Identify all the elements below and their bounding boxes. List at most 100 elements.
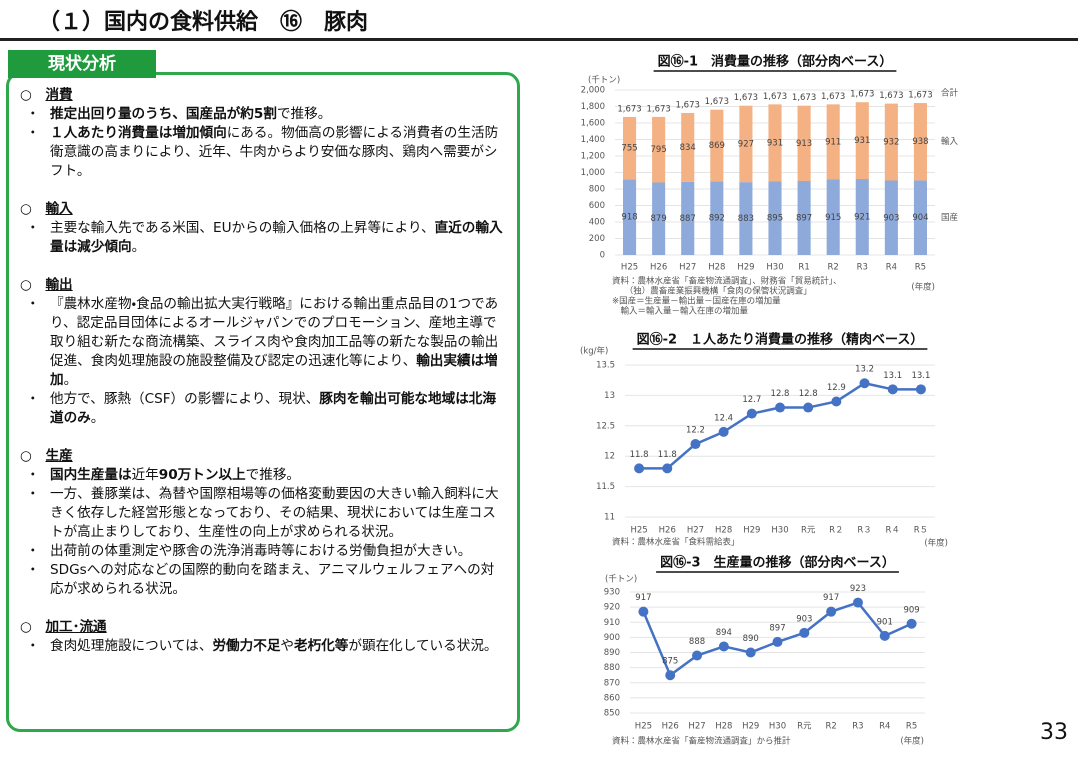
total-label: 1,673 xyxy=(734,93,758,103)
analysis-text: 消費推定出回り量のうち、国産品が約5割で推移。１人あたり消費量は増加傾向にある。… xyxy=(20,86,505,675)
data-label: 795 xyxy=(651,145,667,155)
text: 出荷前の体重測定や豚舎の洗浄消毒時等における労働負担が大きい。 xyxy=(50,543,472,559)
series-label: 合計 xyxy=(941,88,959,99)
text: で推移。 xyxy=(245,467,301,483)
total-label: 1,673 xyxy=(879,91,903,101)
y-tick-label: 930 xyxy=(604,588,620,598)
bar-segment xyxy=(797,105,811,181)
y-axis-label: (kg/年) xyxy=(580,346,608,357)
marker xyxy=(665,670,676,681)
text: 。 xyxy=(90,410,105,426)
bar-segment xyxy=(913,180,927,255)
data-label: 12.9 xyxy=(827,383,846,393)
y-tick-label: 13.5 xyxy=(596,361,615,371)
y-axis-label: (千トン) xyxy=(605,574,637,585)
marker xyxy=(803,402,814,413)
x-tick-label: R４ xyxy=(886,526,900,536)
marker xyxy=(718,641,729,652)
bar-segment xyxy=(884,180,898,255)
chart-title: 図⑯-3 生産量の推移（部分肉ベース） xyxy=(660,555,895,571)
data-label: 12.2 xyxy=(686,426,705,436)
section: 輸入主要な輸入先である米国、EUからの輸入価格の上昇等により、直近の輸入量は減少… xyxy=(20,200,505,257)
y-tick-label: 860 xyxy=(604,693,620,703)
section: 消費推定出回り量のうち、国産品が約5割で推移。１人あたり消費量は増加傾向にある。… xyxy=(20,86,505,181)
data-label: 11.8 xyxy=(658,450,677,460)
data-label: 932 xyxy=(883,138,899,148)
data-label: 13.2 xyxy=(855,365,874,375)
data-label: 12.4 xyxy=(714,413,733,423)
x-tick-label: H29 xyxy=(743,526,760,536)
x-tick-label: H26 xyxy=(650,263,667,273)
data-label: 895 xyxy=(767,214,783,224)
panel-label: 現状分析 xyxy=(8,50,156,78)
bar-segment xyxy=(681,113,695,182)
bullet-item: 出荷前の体重測定や豚舎の洗浄消毒時等における労働負担が大きい。 xyxy=(20,542,505,561)
data-label: 12.7 xyxy=(742,395,761,405)
x-tick-label: H29 xyxy=(737,263,754,273)
note: 資料：農林水産省「食料需給表」 xyxy=(612,537,740,548)
bullet-item: 食肉処理施設については、労働力不足や老朽化等が顕在化している状況。 xyxy=(20,637,505,656)
bar-segment xyxy=(739,105,753,183)
y-tick-label: 870 xyxy=(604,678,620,688)
section: 輸出『農林水産物・食品の輸出拡大実行戦略』における輸出重点品目の1つであり、認定… xyxy=(20,276,505,428)
bar-segment xyxy=(623,116,637,180)
bar-segment xyxy=(652,182,666,255)
x-tick-label: R5 xyxy=(915,263,926,273)
x-tick-label: H25 xyxy=(635,722,652,732)
bar-segment xyxy=(826,179,840,255)
data-label: 897 xyxy=(796,213,812,223)
x-tick-label: H28 xyxy=(708,263,725,273)
marker xyxy=(718,426,729,437)
marker xyxy=(745,647,756,658)
x-tick-label: R4 xyxy=(879,722,890,732)
data-label: 890 xyxy=(743,634,759,644)
x-tick-label: R5 xyxy=(906,722,917,732)
data-label: 915 xyxy=(825,213,841,223)
data-label: 931 xyxy=(854,136,870,146)
marker xyxy=(879,630,890,641)
y-tick-label: 400 xyxy=(589,218,605,228)
x-tick-label: R3 xyxy=(857,263,868,273)
marker xyxy=(662,463,673,474)
data-label: 913 xyxy=(796,139,812,149)
x-tick-label: H26 xyxy=(662,722,679,732)
x-tick-label: R4 xyxy=(886,263,897,273)
data-label: 834 xyxy=(680,143,696,153)
total-label: 1,673 xyxy=(617,104,641,114)
data-label: 938 xyxy=(912,137,928,147)
x-tick-label: H27 xyxy=(687,526,704,536)
note: 輸入＝輸入量－輸入在庫の増加量 xyxy=(612,306,749,317)
y-tick-label: 890 xyxy=(604,648,620,658)
section-heading: 輸出 xyxy=(20,276,505,295)
data-label: 894 xyxy=(716,628,732,638)
y-tick-label: 11.5 xyxy=(596,482,615,492)
marker xyxy=(887,384,898,395)
x-tick-label: R2 xyxy=(825,722,836,732)
bullet-item: 他方で、豚熱（CSF）の影響により、現状、豚肉を輸出可能な地域は北海道のみ。 xyxy=(20,390,505,428)
bold-text: 老朽化等 xyxy=(294,638,349,654)
y-axis-label: (千トン) xyxy=(588,75,620,86)
bullet-item: 推定出回り量のうち、国産品が約5割で推移。 xyxy=(20,105,505,124)
bar-segment xyxy=(710,181,724,255)
y-tick-label: 920 xyxy=(604,603,620,613)
text: 主要な輸入先である米国、EUからの輸入価格の上昇等により、 xyxy=(50,220,435,236)
section-heading: 加工･流通 xyxy=(20,618,505,637)
x-tick-label: R3 xyxy=(852,722,863,732)
y-tick-label: 1,400 xyxy=(581,135,605,145)
text: 近年 xyxy=(131,467,159,483)
marker xyxy=(638,606,649,617)
bullet-item: 一方、養豚業は、為替や国際相場等の価格変動要因の大きい輸入飼料に大きく依存した経… xyxy=(20,485,505,542)
bold-text: 直近の輸入量は減少傾向 xyxy=(50,220,503,255)
data-label: 755 xyxy=(621,144,637,154)
data-label: 909 xyxy=(903,605,919,615)
text: が顕在化している状況。 xyxy=(348,638,498,654)
total-label: 1,673 xyxy=(792,93,816,103)
bar-segment xyxy=(739,182,753,255)
marker xyxy=(859,378,870,389)
y-tick-label: 880 xyxy=(604,663,620,673)
data-label: 892 xyxy=(709,214,725,224)
text: 。 xyxy=(63,372,78,388)
marker xyxy=(690,439,701,450)
chart-title: 図⑯-2 １人あたり消費量の推移（精肉ベース） xyxy=(637,332,924,348)
